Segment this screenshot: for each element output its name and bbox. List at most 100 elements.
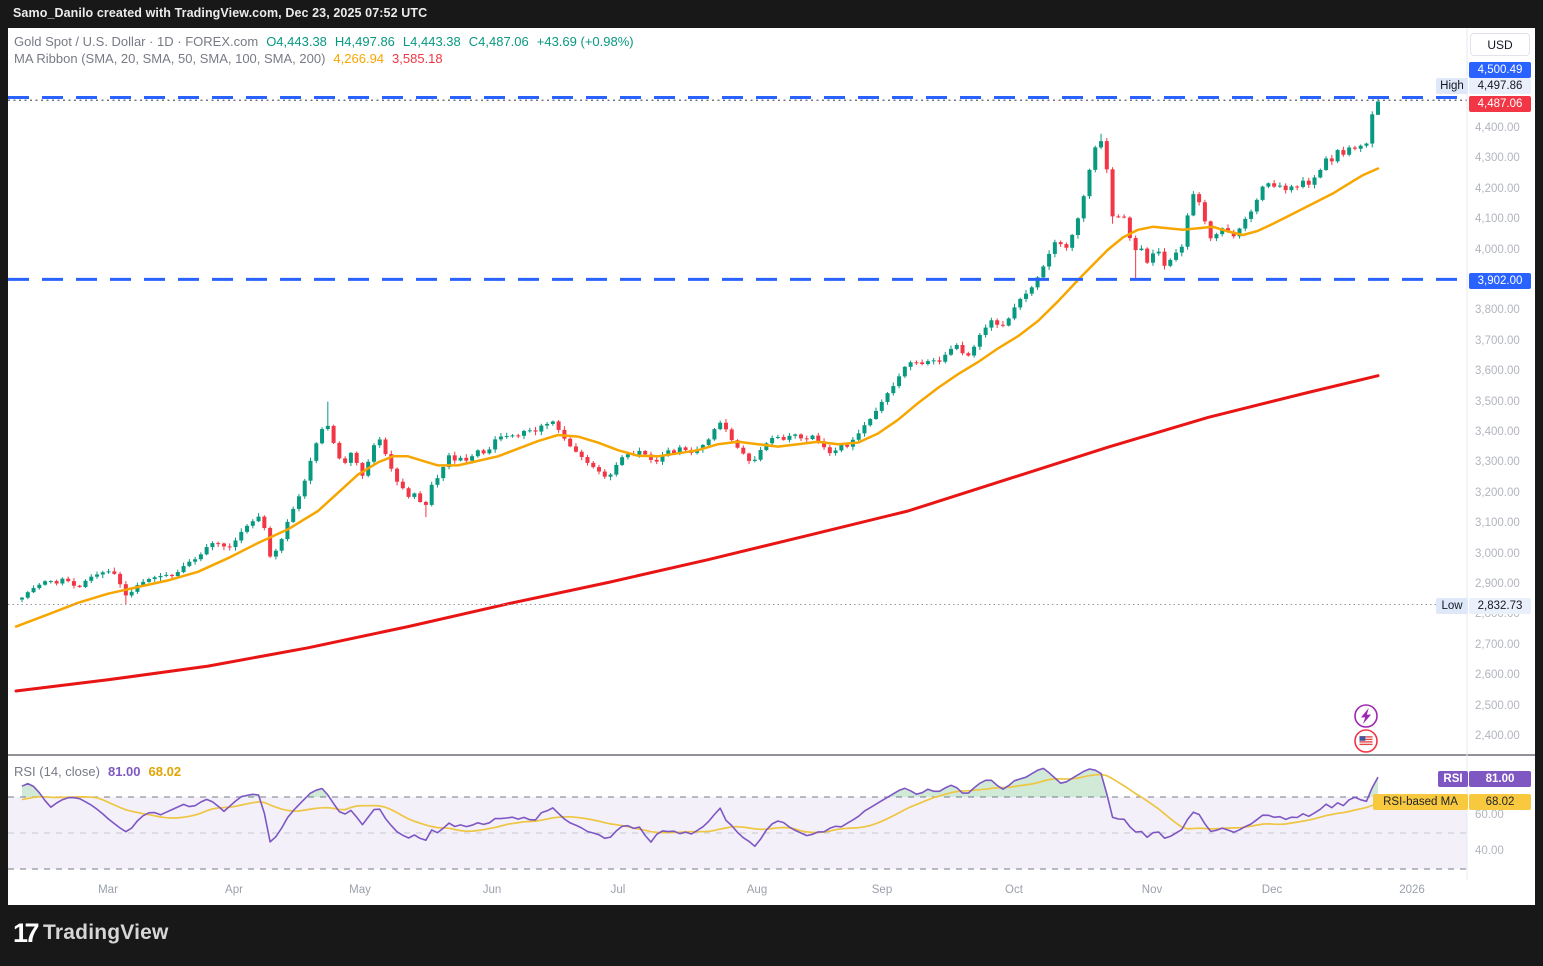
candle-body	[54, 581, 59, 584]
candle-body	[1041, 266, 1046, 278]
time-tick-label: Oct	[1005, 884, 1023, 896]
time-tick-label: Nov	[1141, 884, 1163, 896]
candle-body	[902, 366, 907, 377]
candle-body	[71, 581, 76, 586]
candle-body	[152, 577, 157, 580]
symbol-title[interactable]: Gold Spot / U.S. Dollar · 1D · FOREX.com	[14, 34, 259, 49]
candle-body	[279, 539, 284, 551]
candle-body	[1133, 238, 1138, 251]
candle-body	[20, 597, 24, 600]
price-level-badge-4500: 4,500.49	[1469, 62, 1531, 78]
time-tick-label: 2026	[1399, 884, 1425, 896]
ma-ribbon-title[interactable]: MA Ribbon (SMA, 20, SMA, 50, SMA, 100, S…	[14, 51, 326, 66]
candle-body	[377, 439, 382, 446]
candle-body	[256, 516, 261, 522]
candle-body	[1214, 234, 1219, 239]
tradingview-logo[interactable]: 17 TradingView	[13, 918, 169, 948]
candle-body	[781, 436, 786, 440]
price-tick-label: 3,700.00	[1475, 334, 1520, 347]
candle-body	[320, 429, 325, 444]
candle-body	[1058, 242, 1063, 245]
candle-body	[446, 455, 451, 468]
rsi-legend-row[interactable]: RSI (14, close) 81.00 68.02	[14, 763, 181, 780]
candle-body	[1295, 186, 1300, 188]
candle-body	[187, 561, 192, 567]
candle-body	[666, 450, 671, 456]
candle-body	[972, 346, 977, 356]
candle-body	[31, 588, 36, 593]
candle-body	[949, 348, 954, 355]
tradingview-logo-mark: 17	[13, 918, 40, 948]
candle-body	[395, 468, 400, 482]
candle-body	[1168, 259, 1173, 266]
candle-body	[545, 423, 550, 426]
candle-body	[983, 327, 988, 336]
high-value-chip: 4,497.86	[1469, 78, 1531, 94]
candle-body	[510, 435, 515, 437]
rsi-badge-value: 81.00	[1469, 771, 1531, 787]
candle-body	[660, 455, 665, 462]
candle-body	[1150, 253, 1155, 263]
candle-body	[504, 436, 509, 438]
candle-body	[1104, 141, 1109, 170]
candle-body	[66, 578, 71, 582]
candle-body	[1289, 186, 1294, 191]
price-tick-label: 3,400.00	[1475, 426, 1520, 438]
candle-body	[908, 362, 913, 367]
candle-body	[1225, 228, 1230, 232]
candle-body	[568, 438, 573, 447]
candle-body	[556, 421, 561, 430]
candle-body	[1087, 169, 1092, 197]
candle-body	[37, 584, 42, 589]
candle-body	[879, 401, 884, 411]
candle-body	[787, 435, 792, 440]
rsi-title[interactable]: RSI (14, close)	[14, 764, 100, 779]
candle-body	[1300, 180, 1305, 187]
candle-body	[533, 430, 538, 432]
price-tick-label: 3,200.00	[1475, 486, 1520, 499]
ma20-value: 4,266.94	[333, 51, 385, 66]
candle-body	[810, 435, 815, 440]
candle-body	[827, 447, 832, 454]
rsi-ma-badge-label: RSI-based MA	[1373, 794, 1468, 810]
candles-layer	[20, 98, 1380, 605]
candle-body	[914, 362, 919, 364]
candle-body	[331, 425, 336, 443]
candle-body	[371, 445, 376, 462]
symbol-legend-row[interactable]: Gold Spot / U.S. Dollar · 1D · FOREX.com…	[14, 33, 634, 50]
price-tick-label: 2,700.00	[1475, 638, 1520, 651]
candle-body	[429, 484, 434, 505]
candle-body	[118, 573, 123, 585]
candle-body	[989, 320, 994, 328]
low-value-chip: 2,832.73	[1469, 598, 1531, 614]
candle-body	[1000, 324, 1005, 326]
candle-body	[458, 457, 463, 461]
rsi-badge-label: RSI	[1438, 771, 1468, 787]
candle-body	[816, 435, 821, 442]
candle-body	[856, 433, 861, 440]
candle-body	[141, 581, 146, 586]
price-chart-canvas[interactable]	[8, 28, 1535, 905]
ohlc-low: L4,443.38	[402, 34, 461, 49]
candle-body	[325, 425, 330, 430]
price-tick-label: 3,500.00	[1475, 395, 1520, 408]
candle-body	[573, 446, 578, 452]
candle-body	[718, 422, 723, 430]
price-tick-label: 4,200.00	[1475, 182, 1520, 195]
candle-body	[314, 443, 319, 461]
candle-body	[758, 450, 763, 460]
events-icon[interactable]	[1354, 704, 1378, 728]
candle-body	[1156, 251, 1161, 254]
candle-body	[1185, 215, 1190, 247]
currency-toggle-button[interactable]: USD	[1470, 33, 1530, 56]
us-flag-event-icon[interactable]	[1354, 729, 1378, 753]
candle-body	[995, 320, 1000, 325]
candle-body	[1012, 307, 1017, 319]
candle-body	[481, 450, 486, 454]
time-tick-label: May	[349, 884, 371, 896]
chart-area[interactable]: Gold Spot / U.S. Dollar · 1D · FOREX.com…	[8, 28, 1535, 905]
ma-ribbon-legend-row[interactable]: MA Ribbon (SMA, 20, SMA, 50, SMA, 100, S…	[14, 50, 634, 67]
candle-body	[89, 576, 94, 581]
candle-body	[804, 438, 809, 440]
price-level-badge-3902: 3,902.00	[1469, 273, 1531, 289]
